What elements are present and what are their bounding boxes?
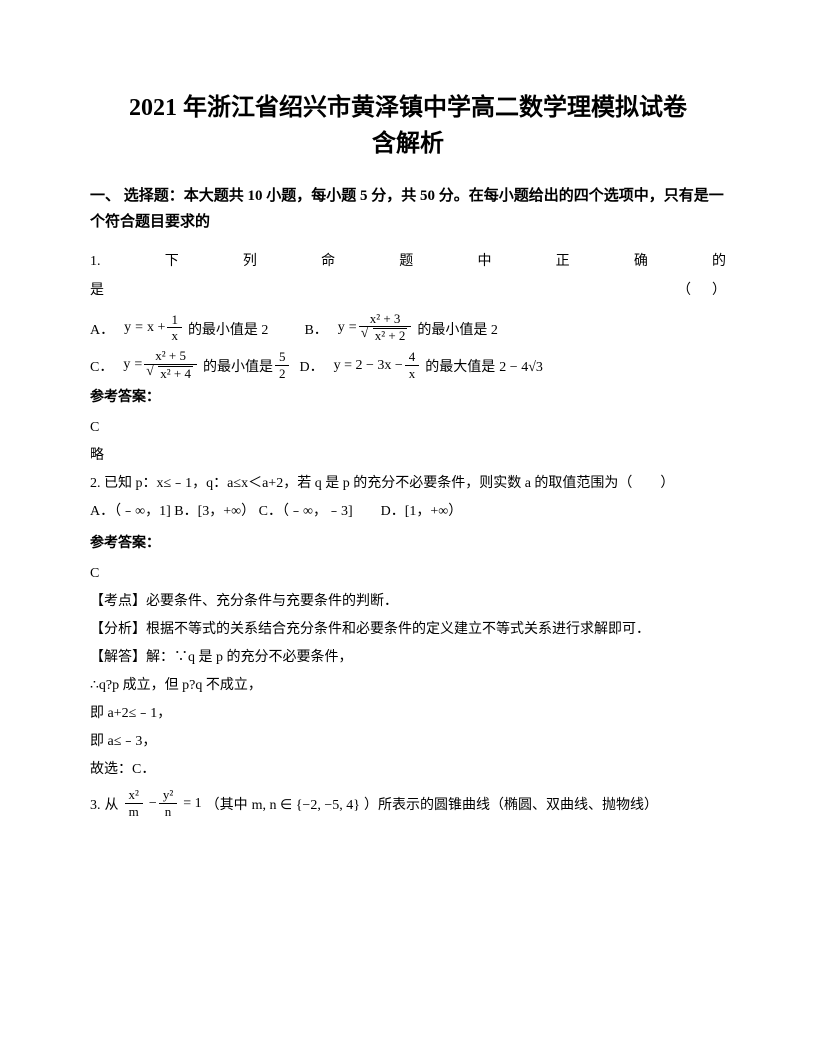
denominator: x² + 4 <box>144 365 197 381</box>
q1-char: 列 <box>243 247 257 276</box>
denominator: m <box>125 804 143 819</box>
q1-optD-formula: y = 2 − 3x − 4 x <box>330 350 422 380</box>
eq-sign: = <box>134 352 142 377</box>
q2-number: 2. <box>90 476 101 491</box>
q1-optA-formula: y = x + 1 x <box>120 313 184 343</box>
fraction: x² + 5 x² + 4 <box>144 349 197 380</box>
q1-optA-text: 的最小值是 2 <box>188 318 269 343</box>
question-2: 2. 已知 p：x≤﹣1，q：a≤x＜a+2，若 q 是 p 的充分不必要条件，… <box>90 470 726 784</box>
q3-mid2: ）所表示的圆锥曲线（椭圆、双曲线、抛物线） <box>364 793 658 818</box>
q2-explain-7: 故选：C． <box>90 756 726 784</box>
q2-explain-6: 即 a≤﹣3， <box>90 728 726 756</box>
var-y: y <box>123 352 130 377</box>
minus-sign: − <box>149 791 157 816</box>
q1-stem-line-1: 1. 下 列 命 题 中 正 确 的 <box>90 247 726 276</box>
numerator: x² + 3 <box>359 312 412 328</box>
eq-sign: = <box>349 315 357 340</box>
radicand: x² + 2 <box>373 328 408 343</box>
q1-optB-formula: y = x² + 3 x² + 2 <box>334 312 414 343</box>
q1-optC-formula: y = x² + 5 x² + 4 <box>119 349 199 380</box>
q1-answer-sub: 略 <box>90 442 726 470</box>
denominator: x² + 2 <box>359 327 412 343</box>
denominator: 2 <box>275 366 290 381</box>
fraction: 4 x <box>405 350 420 380</box>
q1-answer-heading: 参考答案： <box>90 386 726 406</box>
eq-one: = 1 <box>183 791 201 816</box>
q3-set: m, n ∈ {−2, −5, 4} <box>252 793 360 818</box>
q1-char: 下 <box>165 247 179 276</box>
title-line-2: 含解析 <box>372 131 444 157</box>
fraction: 1 x <box>167 313 182 343</box>
question-3: 3. 从 x² m − y² n = 1 （其中 m, n ∈ {−2, −5,… <box>90 788 726 818</box>
q1-optC-text-a: 的最小值是 <box>203 355 273 380</box>
q3-formula: x² m − y² n = 1 <box>123 788 202 818</box>
q1-options-row-1: A． y = x + 1 x 的最小值是 2 B． y = x² + 3 x <box>90 312 726 343</box>
q3-number: 3. <box>90 793 101 818</box>
q2-explain-4: ∴q?p 成立，但 p?q 不成立， <box>90 672 726 700</box>
q1-shi: 是 <box>90 276 104 305</box>
q1-char: 的 <box>712 247 726 276</box>
q1-options-row-2: C． y = x² + 5 x² + 4 的最小值是 5 2 D． y = 2 … <box>90 349 726 380</box>
q1-number: 1. <box>90 247 101 276</box>
q2-options: A．（﹣∞，1] B．[3，+∞） C．（﹣∞，﹣3] D．[1，+∞） <box>90 498 726 526</box>
q1-char: 确 <box>634 247 648 276</box>
eq-text: y = 2 − 3x − <box>334 353 403 378</box>
var-y: y <box>338 315 345 340</box>
q1-blank-paren: （ ） <box>677 276 726 305</box>
eq-sign: = <box>135 315 143 340</box>
radicand: x² + 4 <box>158 366 193 381</box>
q2-explain-3: 【解答】解：∵q 是 p 的充分不必要条件， <box>90 644 726 672</box>
x-plus: x + <box>147 315 165 340</box>
numerator: x² + 5 <box>144 349 197 365</box>
q2-answer: C <box>90 560 726 588</box>
q1-optD-value: 2 − 4√3 <box>499 355 543 380</box>
fraction: x² m <box>125 788 143 818</box>
q2-explain-1: 【考点】必要条件、充分条件与充要条件的判断． <box>90 588 726 616</box>
q1-char: 命 <box>321 247 335 276</box>
denominator: n <box>159 804 177 819</box>
q3-pre: 从 <box>105 793 119 818</box>
var-y: y <box>124 315 131 340</box>
q1-optC-label: C． <box>90 355 113 380</box>
q2-answer-heading: 参考答案： <box>90 532 726 552</box>
denominator: x <box>167 328 182 343</box>
title-line-1: 2021 年浙江省绍兴市黄泽镇中学高二数学理模拟试卷 <box>129 95 687 121</box>
fraction: x² + 3 x² + 2 <box>359 312 412 343</box>
sqrt: x² + 2 <box>363 328 408 343</box>
numerator: y² <box>159 788 177 804</box>
numerator: x² <box>125 788 143 804</box>
page-title: 2021 年浙江省绍兴市黄泽镇中学高二数学理模拟试卷 含解析 <box>90 90 726 162</box>
numerator: 1 <box>167 313 182 329</box>
denominator: x <box>405 366 420 381</box>
exam-page: 2021 年浙江省绍兴市黄泽镇中学高二数学理模拟试卷 含解析 一、 选择题：本大… <box>0 0 816 861</box>
q1-optD-text: 的最大值是 <box>425 355 495 380</box>
q1-char: 题 <box>399 247 413 276</box>
numerator: 4 <box>405 350 420 366</box>
sqrt: x² + 4 <box>148 366 193 381</box>
q3-mid1: （其中 <box>206 793 248 818</box>
paren-close: ） <box>712 283 726 298</box>
section-1-heading: 一、 选择题：本大题共 10 小题，每小题 5 分，共 50 分。在每小题给出的… <box>90 184 726 235</box>
q2-explain-2: 【分析】根据不等式的关系结合充分条件和必要条件的定义建立不等式关系进行求解即可． <box>90 616 726 644</box>
q1-optB-text: 的最小值是 2 <box>417 318 498 343</box>
fraction: y² n <box>159 788 177 818</box>
q1-answer: C <box>90 414 726 442</box>
q2-stem-text: 已知 p：x≤﹣1，q：a≤x＜a+2，若 q 是 p 的充分不必要条件，则实数… <box>104 476 674 491</box>
numerator: 5 <box>275 350 290 366</box>
question-1: 1. 下 列 命 题 中 正 确 的 是 （ ） A． y = x + 1 <box>90 247 726 470</box>
q1-stem-line-2: 是 （ ） <box>90 276 726 305</box>
q1-char: 中 <box>477 247 491 276</box>
q2-stem: 2. 已知 p：x≤﹣1，q：a≤x＜a+2，若 q 是 p 的充分不必要条件，… <box>90 470 726 498</box>
paren-open: （ <box>677 283 691 298</box>
q1-optA-label: A． <box>90 318 114 343</box>
q1-char: 正 <box>556 247 570 276</box>
q1-optB-label: B． <box>304 318 327 343</box>
q1-optD-label: D． <box>299 355 323 380</box>
q2-explain-5: 即 a+2≤﹣1， <box>90 700 726 728</box>
fraction-value: 5 2 <box>275 350 290 380</box>
